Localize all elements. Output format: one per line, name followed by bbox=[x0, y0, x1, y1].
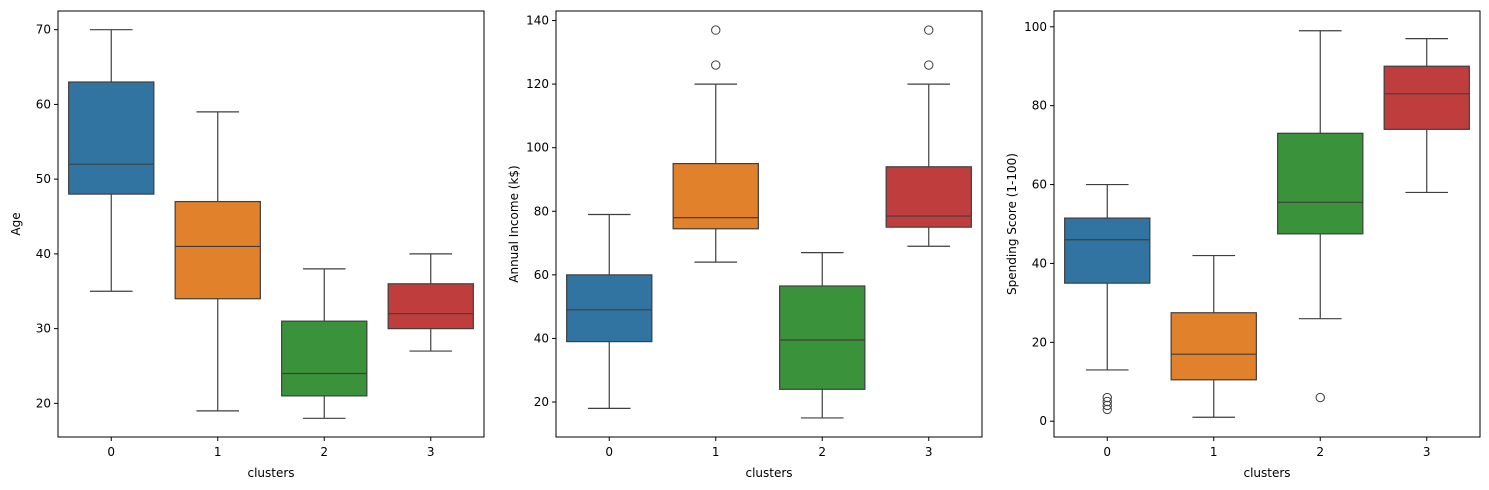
box-cluster-2 bbox=[779, 252, 866, 419]
box-body bbox=[68, 81, 155, 195]
box-cluster-0 bbox=[566, 213, 653, 409]
box-body bbox=[779, 285, 866, 390]
y-tick-label: 80 bbox=[1032, 99, 1047, 113]
outlier-point bbox=[924, 25, 934, 35]
y-tick-label: 30 bbox=[36, 322, 51, 336]
y-tick-label: 140 bbox=[526, 14, 549, 28]
y-tick-label: 40 bbox=[1032, 256, 1047, 270]
box-cluster-1 bbox=[672, 25, 759, 263]
outlier-point bbox=[711, 60, 721, 70]
outlier-point bbox=[1102, 396, 1112, 407]
y-tick-label: 60 bbox=[1032, 178, 1047, 192]
outlier-point bbox=[1315, 392, 1325, 403]
x-axis-label: clusters bbox=[247, 466, 294, 480]
x-tick-label: 2 bbox=[1316, 445, 1324, 459]
y-tick-label: 20 bbox=[36, 396, 51, 410]
y-tick-label: 100 bbox=[1024, 20, 1047, 34]
box-cluster-2 bbox=[281, 268, 368, 419]
y-axis-label: Spending Score (1-100) bbox=[1005, 153, 1019, 295]
chart-panel-0: 20 30 40 50 60 70 0 1 2 3 clusters Age bbox=[9, 10, 485, 480]
chart-panel-2: 0 20 40 60 80 100 0 1 2 3 clusters Spending Score (… bbox=[1005, 10, 1481, 480]
y-tick-label: 120 bbox=[526, 77, 549, 91]
box-body bbox=[672, 162, 759, 230]
box-cluster-0 bbox=[1064, 183, 1151, 415]
y-tick-label: 20 bbox=[534, 395, 549, 409]
y-axis-label: Age bbox=[9, 212, 23, 235]
box-cluster-0 bbox=[68, 29, 155, 292]
y-tick-label: 70 bbox=[36, 23, 51, 37]
y-tick-label: 0 bbox=[1039, 414, 1047, 428]
x-tick-label: 0 bbox=[1103, 445, 1111, 459]
box-body bbox=[1277, 132, 1364, 235]
box-cluster-3 bbox=[1383, 38, 1470, 194]
y-tick-label: 60 bbox=[534, 268, 549, 282]
axes-frame bbox=[57, 10, 485, 438]
box-body bbox=[1383, 65, 1470, 130]
x-tick-label: 3 bbox=[925, 445, 933, 459]
outlier-point bbox=[1102, 404, 1112, 415]
box-body bbox=[281, 320, 368, 397]
outlier-point bbox=[711, 25, 721, 35]
box-body bbox=[174, 200, 261, 300]
x-tick-label: 3 bbox=[427, 445, 435, 459]
outlier-point bbox=[1102, 392, 1112, 403]
box-body bbox=[885, 166, 972, 228]
box-body bbox=[387, 283, 474, 330]
x-tick-label: 2 bbox=[818, 445, 826, 459]
x-tick-label: 3 bbox=[1423, 445, 1431, 459]
box-body bbox=[566, 274, 653, 343]
y-tick-label: 40 bbox=[36, 247, 51, 261]
box-cluster-1 bbox=[174, 111, 261, 412]
y-tick-label: 40 bbox=[534, 331, 549, 345]
y-tick-label: 100 bbox=[526, 141, 549, 155]
axes-frame bbox=[555, 10, 983, 438]
y-tick-label: 20 bbox=[1032, 335, 1047, 349]
box-body bbox=[1064, 217, 1151, 284]
chart-panel-1: 20 40 60 80 100 120 140 0 1 2 3 clusters Annual Inco… bbox=[507, 10, 983, 480]
outlier-point bbox=[924, 60, 934, 70]
box-cluster-2 bbox=[1277, 30, 1364, 403]
box-cluster-1 bbox=[1170, 254, 1257, 418]
x-tick-label: 1 bbox=[1210, 445, 1218, 459]
y-tick-label: 60 bbox=[36, 97, 51, 111]
x-tick-label: 2 bbox=[320, 445, 328, 459]
axes-frame bbox=[1053, 10, 1481, 438]
x-tick-label: 0 bbox=[107, 445, 115, 459]
x-tick-label: 0 bbox=[605, 445, 613, 459]
x-axis-label: clusters bbox=[745, 466, 792, 480]
y-tick-label: 50 bbox=[36, 172, 51, 186]
x-axis-label: clusters bbox=[1243, 466, 1290, 480]
y-tick-label: 80 bbox=[534, 204, 549, 218]
x-tick-label: 1 bbox=[712, 445, 720, 459]
box-cluster-3 bbox=[387, 253, 474, 352]
box-cluster-3 bbox=[885, 25, 972, 247]
x-tick-label: 1 bbox=[214, 445, 222, 459]
outlier-point bbox=[1102, 400, 1112, 411]
y-axis-label: Annual Income (k$) bbox=[507, 165, 521, 282]
box-body bbox=[1170, 312, 1257, 381]
